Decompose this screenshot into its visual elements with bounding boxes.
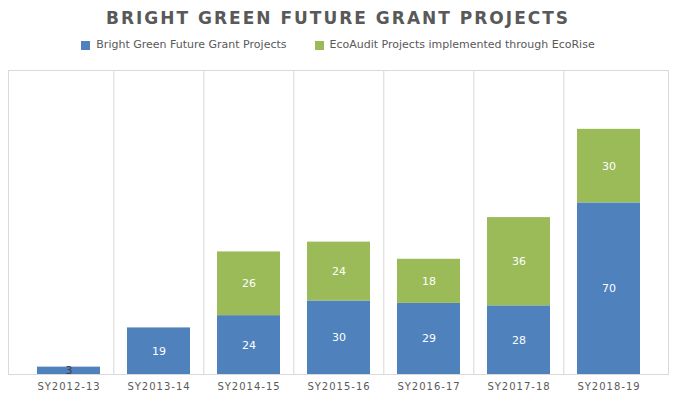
svg-text:SY2012-13: SY2012-13	[37, 381, 100, 392]
svg-text:SY2016-17: SY2016-17	[397, 381, 460, 392]
svg-text:3: 3	[66, 364, 73, 377]
svg-text:30: 30	[602, 160, 616, 173]
svg-text:30: 30	[332, 331, 346, 344]
svg-text:28: 28	[512, 334, 526, 347]
svg-text:29: 29	[422, 332, 436, 345]
svg-text:SY2015-16: SY2015-16	[307, 381, 370, 392]
svg-text:24: 24	[332, 265, 346, 278]
svg-text:70: 70	[602, 282, 616, 295]
svg-text:36: 36	[512, 255, 526, 268]
svg-text:24: 24	[242, 339, 256, 352]
html-text:EcoAudit Projects implemented: EcoAudit Projects implemented through Ec…	[329, 38, 595, 51]
svg-text:18: 18	[422, 275, 436, 288]
svg-text:SY2014-15: SY2014-15	[217, 381, 280, 392]
svg-text:SY2018-19: SY2018-19	[577, 381, 640, 392]
html-text:Bright Green Future Grant Proj: Bright Green Future Grant Projects	[96, 38, 287, 51]
svg-text:26: 26	[242, 277, 256, 290]
html-text:BRIGHT GREEN FUTURE GRANT PROJ: BRIGHT GREEN FUTURE GRANT PROJECTS	[105, 8, 571, 28]
svg-text:SY2017-18: SY2017-18	[487, 381, 550, 392]
svg-text:19: 19	[152, 345, 166, 358]
svg-text:SY2013-14: SY2013-14	[127, 381, 190, 392]
